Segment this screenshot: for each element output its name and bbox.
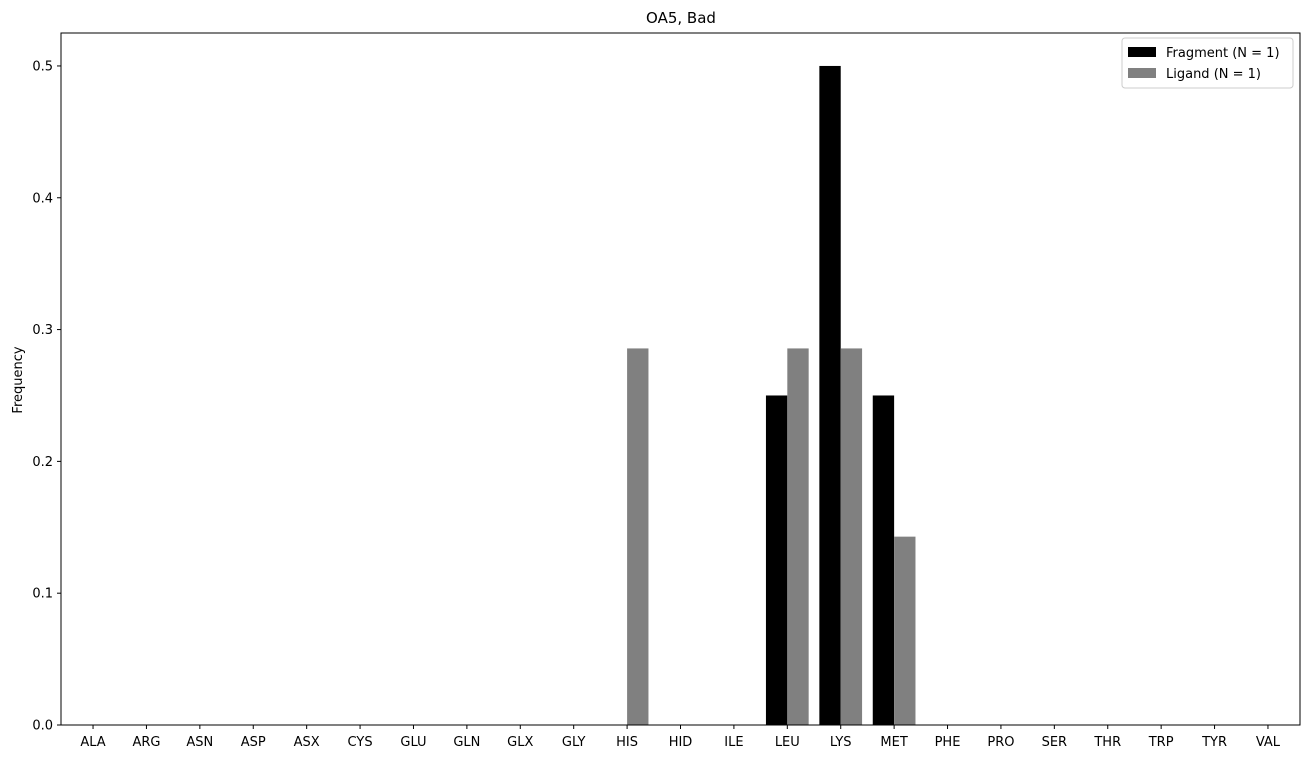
x-tick-label-hid: HID xyxy=(669,735,693,750)
x-tick-label-leu: LEU xyxy=(775,735,800,750)
x-tick-label-glx: GLX xyxy=(507,735,533,750)
y-tick-label: 0.0 xyxy=(32,719,53,734)
x-tick-label-ala: ALA xyxy=(80,735,105,750)
x-axis: ALA ARG ASN ASP ASX CYS GLU GLN GLX GLY HIS HID ILE L… xyxy=(80,725,1281,750)
bar-ligand-leu xyxy=(787,348,809,725)
x-tick-label-lys: LYS xyxy=(830,735,852,750)
y-axis: 0.0 0.1 0.2 0.3 0.4 0.5 xyxy=(32,59,61,734)
legend-swatch-ligand xyxy=(1128,68,1156,78)
x-tick-label-asx: ASX xyxy=(294,735,320,750)
x-tick-label-ile: ILE xyxy=(724,735,743,750)
x-tick-label-trp: TRP xyxy=(1148,735,1174,750)
legend-label-fragment: Fragment (N = 1) xyxy=(1166,46,1280,61)
y-tick-label: 0.1 xyxy=(32,587,53,602)
x-tick-label-glu: GLU xyxy=(400,735,426,750)
x-tick-label-ser: SER xyxy=(1042,735,1068,750)
x-tick-label-thr: THR xyxy=(1093,735,1121,750)
y-axis-label: Frequency xyxy=(11,346,26,413)
bar-ligand-met xyxy=(894,536,916,725)
y-tick-label: 0.5 xyxy=(32,59,53,74)
legend-swatch-fragment xyxy=(1128,47,1156,57)
x-tick-label-tyr: TYR xyxy=(1201,735,1227,750)
x-tick-label-met: MET xyxy=(880,735,907,750)
x-tick-label-cys: CYS xyxy=(348,735,373,750)
bar-fragment-lys xyxy=(819,65,841,725)
y-tick-label: 0.2 xyxy=(32,455,53,470)
plot-frame xyxy=(60,32,1301,726)
x-tick-label-gln: GLN xyxy=(453,735,480,750)
bar-ligand-lys xyxy=(840,348,863,725)
x-tick-label-phe: PHE xyxy=(935,735,961,750)
x-tick-label-pro: PRO xyxy=(987,735,1014,750)
x-tick-label-asp: ASP xyxy=(241,735,266,750)
legend-box xyxy=(1121,37,1294,89)
x-tick-label-val: VAL xyxy=(1256,735,1281,750)
x-tick-label-his: HIS xyxy=(616,735,638,750)
legend-label-ligand: Ligand (N = 1) xyxy=(1166,67,1261,82)
bar-ligand-his xyxy=(627,348,649,725)
bars-layer xyxy=(627,65,916,725)
x-tick-label-arg: ARG xyxy=(132,735,160,750)
x-tick-label-asn: ASN xyxy=(186,735,213,750)
y-tick-label: 0.3 xyxy=(32,323,53,338)
chart-title: OA5, Bad xyxy=(646,9,716,27)
bar-fragment-leu xyxy=(765,395,788,725)
legend: Fragment (N = 1) Ligand (N = 1) xyxy=(1121,37,1294,89)
x-tick-label-gly: GLY xyxy=(562,735,586,750)
bar-fragment-met xyxy=(872,395,895,725)
y-tick-label: 0.4 xyxy=(32,191,53,206)
